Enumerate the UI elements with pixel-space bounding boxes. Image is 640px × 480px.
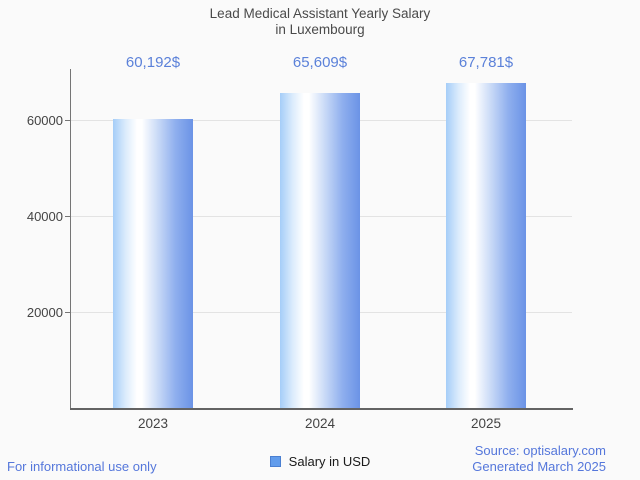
x-axis-line bbox=[70, 408, 573, 410]
y-tick-label: 40000 bbox=[26, 208, 63, 224]
y-tick-mark bbox=[65, 120, 71, 121]
bar-value-label: 67,781$ bbox=[458, 54, 514, 71]
footer-source-line: Source: optisalary.com bbox=[474, 443, 606, 458]
y-tick-label: 60000 bbox=[26, 112, 63, 128]
bar-2023 bbox=[113, 119, 193, 408]
chart-title: Lead Medical Assistant Yearly Salary in … bbox=[0, 6, 640, 38]
x-tick-label: 2025 bbox=[470, 416, 502, 431]
legend-swatch-icon bbox=[269, 456, 281, 467]
x-tick-label: 2023 bbox=[137, 416, 169, 431]
bar-value-label: 60,192$ bbox=[125, 54, 181, 71]
bar-2024 bbox=[280, 93, 360, 408]
x-tick-label: 2024 bbox=[304, 416, 336, 431]
chart-title-line2: in Luxembourg bbox=[275, 22, 365, 37]
footer-disclaimer: For informational use only bbox=[7, 459, 157, 474]
bar-2025 bbox=[446, 82, 526, 408]
legend-label: Salary in USD bbox=[288, 454, 371, 469]
footer-generated-line: Generated March 2025 bbox=[472, 459, 606, 474]
bar-value-label: 65,609$ bbox=[292, 54, 348, 71]
y-tick-mark bbox=[65, 312, 71, 313]
y-axis-line bbox=[70, 69, 71, 409]
y-tick-mark bbox=[65, 216, 71, 217]
chart-title-line1: Lead Medical Assistant Yearly Salary bbox=[209, 6, 431, 21]
y-tick-label: 20000 bbox=[26, 304, 63, 320]
legend: Salary in USD bbox=[0, 454, 640, 469]
footer-source: Source: optisalary.com Generated March 2… bbox=[472, 443, 606, 475]
